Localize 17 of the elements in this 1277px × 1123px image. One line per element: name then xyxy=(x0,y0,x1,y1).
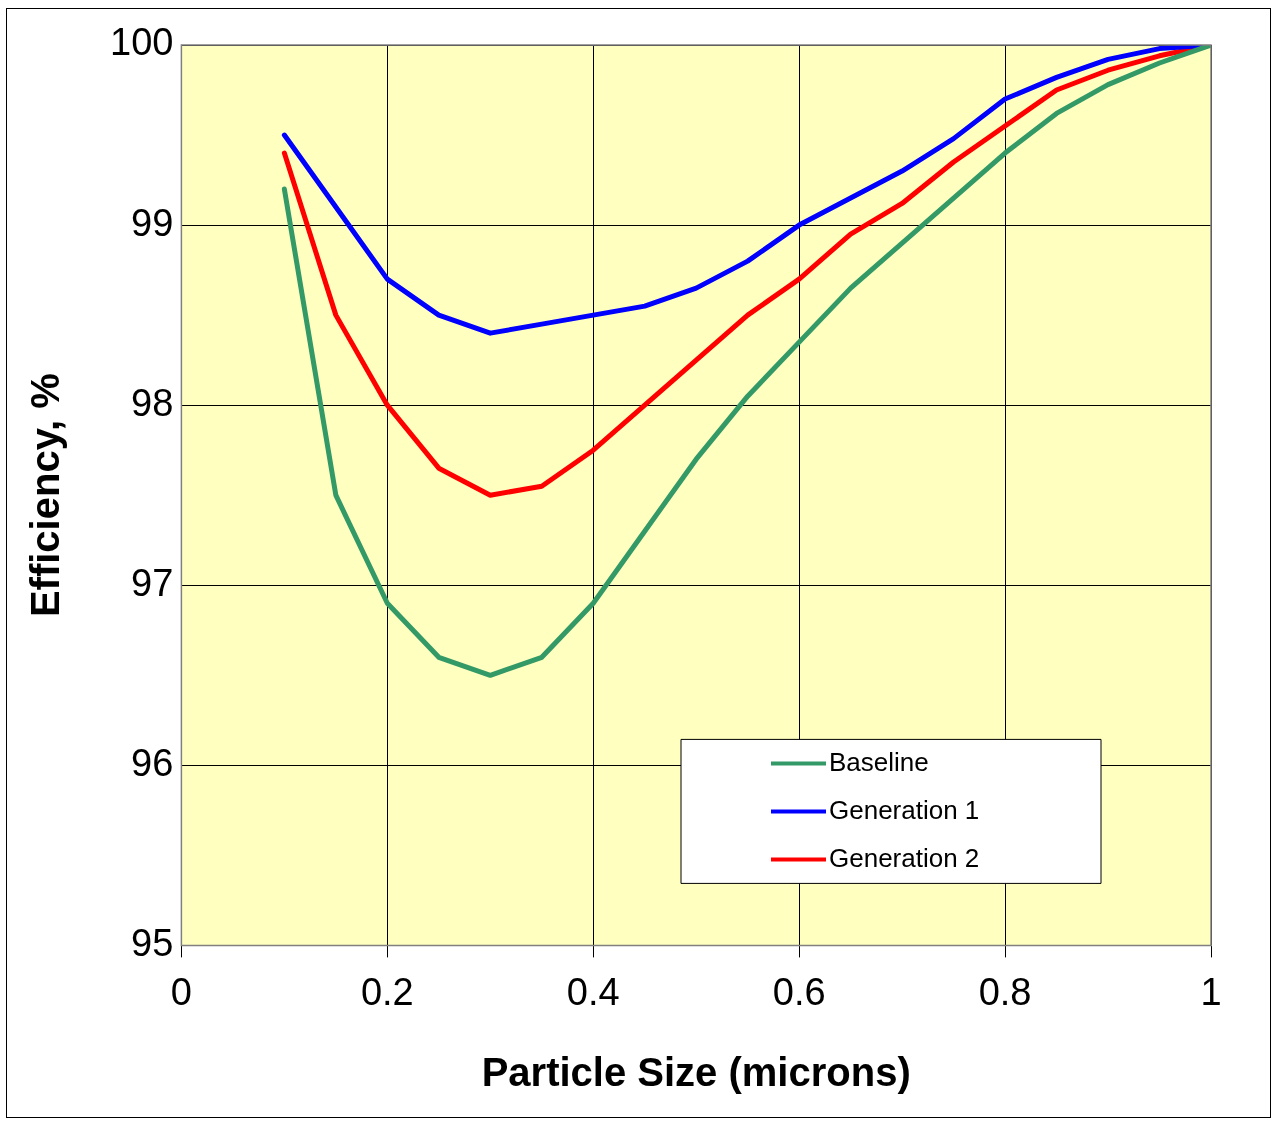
legend-label: Generation 1 xyxy=(829,794,980,825)
x-tick-label: 0 xyxy=(170,970,192,1013)
y-axis-title: Efficiency, % xyxy=(23,373,68,618)
x-tick-label: 0.4 xyxy=(566,970,620,1013)
legend-label: Baseline xyxy=(829,746,929,777)
legend-label: Generation 2 xyxy=(829,842,980,873)
x-tick-label: 0.6 xyxy=(772,970,826,1013)
x-tick-label: 1 xyxy=(1200,970,1222,1013)
x-tick-label: 0.2 xyxy=(360,970,414,1013)
y-tick-label: 95 xyxy=(131,921,174,964)
y-tick-label: 98 xyxy=(131,381,174,424)
y-tick-label: 99 xyxy=(131,201,174,244)
x-tick-label: 0.8 xyxy=(978,970,1032,1013)
y-tick-label: 97 xyxy=(131,561,174,604)
y-tick-label: 100 xyxy=(110,21,174,64)
y-tick-label: 96 xyxy=(131,741,174,784)
x-axis-title: Particle Size (microns) xyxy=(481,1050,911,1095)
